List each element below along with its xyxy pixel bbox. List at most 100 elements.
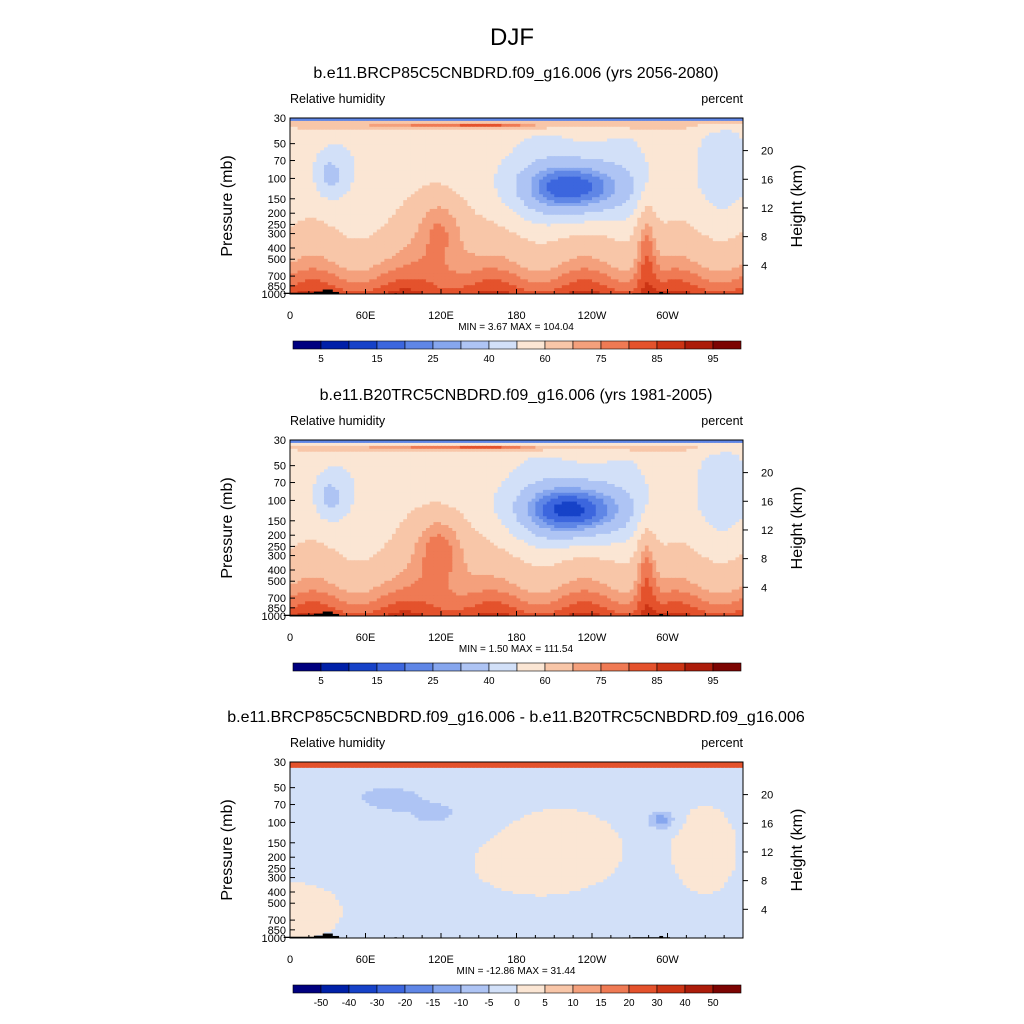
contour-cell — [739, 185, 743, 189]
contour-cell — [350, 147, 355, 151]
contour-cell — [592, 118, 597, 122]
contour-cell — [690, 206, 695, 210]
contour-cell — [410, 138, 416, 143]
contour-cell — [459, 173, 465, 178]
contour-cell — [580, 123, 586, 128]
contour-cell — [671, 214, 676, 219]
contour-cell — [350, 159, 355, 163]
contour-cell — [414, 120, 419, 125]
contour-cell — [448, 188, 453, 192]
contour-cell — [399, 200, 404, 204]
contour-cell — [316, 203, 321, 207]
contour-cell — [429, 120, 435, 125]
contour-cell — [720, 164, 725, 169]
contour-cell — [493, 229, 499, 233]
contour-cell — [565, 188, 570, 192]
contour-cell — [542, 179, 548, 184]
contour-cell — [580, 214, 586, 219]
contour-cell — [391, 141, 397, 145]
contour-cell — [391, 191, 397, 195]
contour-cell — [709, 200, 714, 204]
contour-cell — [437, 238, 442, 242]
contour-cell — [327, 223, 333, 228]
contour-cell — [671, 223, 676, 228]
contour-cell — [369, 197, 374, 201]
contour-cell — [667, 223, 672, 228]
contour-cell — [739, 141, 743, 145]
contour-cell — [429, 162, 435, 166]
contour-cell — [716, 214, 721, 219]
contour-cell — [422, 232, 427, 236]
contour-cell — [580, 197, 586, 201]
contour-cell — [312, 217, 318, 222]
contour-cell — [531, 226, 536, 231]
contour-cell — [648, 153, 654, 157]
contour-cell — [346, 129, 352, 134]
contour-cell — [527, 206, 533, 210]
contour-cell — [554, 159, 559, 163]
contour-cell — [686, 214, 691, 219]
contour-cell — [550, 144, 555, 148]
contour-cell — [444, 129, 450, 134]
contour-cell — [633, 153, 638, 157]
contour-cell — [312, 238, 318, 242]
contour-cell — [361, 135, 367, 140]
contour-cell — [361, 208, 367, 213]
contour-cell — [429, 229, 435, 233]
contour-cell — [361, 129, 367, 134]
contour-cell — [493, 220, 499, 225]
contour-cell — [365, 206, 370, 210]
contour-cell — [505, 167, 510, 172]
contour-cell — [474, 200, 480, 204]
contour-cell — [422, 197, 427, 201]
contour-cell — [501, 200, 506, 204]
contour-cell — [735, 120, 740, 125]
contour-cell — [350, 235, 355, 239]
contour-cell — [739, 176, 743, 181]
contour-cell — [376, 208, 382, 213]
contour-cell — [716, 179, 721, 184]
contour-cell — [603, 197, 608, 201]
contour-cell — [365, 123, 370, 128]
contour-cell — [399, 135, 404, 140]
contour-cell — [388, 126, 393, 131]
contour-cell — [308, 238, 314, 242]
contour-cell — [644, 203, 650, 207]
contour-cell — [603, 173, 608, 178]
contour-cell — [656, 147, 661, 151]
contour-cell — [456, 156, 461, 160]
contour-cell — [407, 170, 412, 175]
contour-cell — [444, 141, 450, 145]
contour-cell — [418, 173, 423, 178]
contour-cell — [444, 200, 450, 204]
contour-cell — [599, 235, 604, 239]
contour-cell — [433, 150, 438, 154]
contour-cell — [584, 156, 589, 160]
contour-cell — [697, 118, 703, 122]
contour-cell — [697, 147, 703, 151]
contour-cell — [724, 135, 729, 140]
contour-cell — [614, 217, 620, 222]
contour-cell — [558, 223, 563, 228]
contour-cell — [474, 118, 480, 122]
contour-cell — [301, 153, 306, 157]
contour-cell — [342, 156, 348, 160]
contour-cell — [486, 226, 491, 231]
contour-cell — [542, 229, 548, 233]
contour-cell — [573, 191, 578, 195]
contour-cell — [493, 123, 499, 128]
contour-cell — [395, 179, 401, 184]
contour-cell — [675, 182, 680, 187]
contour-cell — [641, 167, 646, 172]
contour-cell — [656, 191, 661, 195]
contour-cell — [554, 223, 559, 228]
contour-cell — [335, 203, 340, 207]
contour-cell — [448, 191, 453, 195]
contour-cell — [693, 185, 699, 189]
contour-cell — [671, 232, 676, 236]
contour-cell — [731, 191, 737, 195]
contour-cell — [293, 211, 299, 216]
contour-cell — [512, 135, 518, 140]
contour-cell — [682, 197, 687, 201]
contour-cell — [365, 194, 370, 198]
